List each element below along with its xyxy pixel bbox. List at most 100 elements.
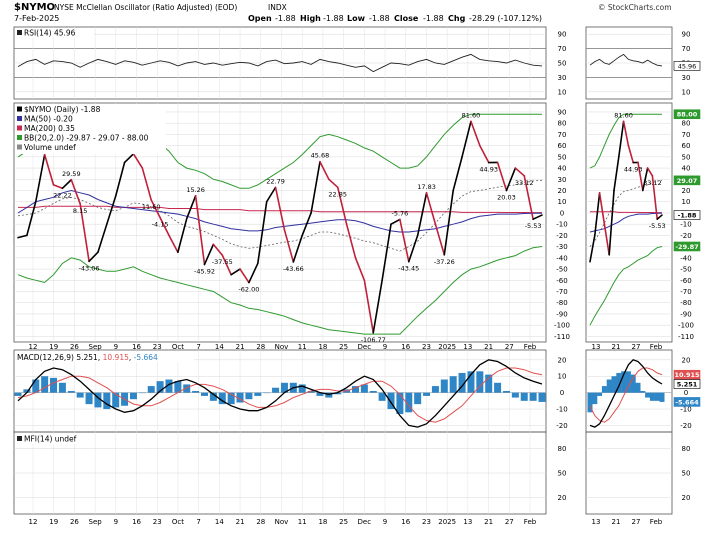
y-tick-label: 80 (682, 445, 691, 453)
y-tick-label: 90 (558, 108, 567, 116)
ma200-line-zoom (590, 212, 662, 213)
x-tick-label: 12 (29, 518, 38, 526)
macd-histogram-bar (521, 393, 528, 401)
y-tick-label: 70 (558, 131, 567, 139)
macd-histogram-bar (272, 388, 279, 393)
macd-histogram-bar (607, 380, 612, 393)
x-tick-label: 26 (70, 343, 79, 351)
x-tick-label: 18 (318, 518, 327, 526)
y-tick-label: 50 (558, 60, 567, 68)
nymo-price-tag: 88.00 (677, 111, 698, 119)
chg-value: -28.29 (-107.12%) (469, 14, 542, 23)
nymo-segment (400, 219, 409, 261)
x-tick-label: Nov (275, 343, 289, 351)
y-tick-label: 20 (558, 187, 567, 195)
legend-swatch (17, 107, 22, 112)
macd-histogram-bar (655, 393, 660, 401)
nymo-segment (657, 215, 662, 219)
y-tick-label: -20 (556, 422, 567, 430)
y-tick-label: 10 (558, 373, 567, 381)
y-tick-label: -30 (556, 243, 567, 251)
high-value: -1.88 (323, 14, 344, 23)
chart-header: $NYMO NYSE McClellan Oscillator (Ratio A… (14, 2, 672, 23)
nymo-segment (480, 146, 489, 163)
legend-swatch (17, 436, 22, 441)
x-tick-label: 25 (339, 518, 348, 526)
low-value: -1.88 (369, 14, 390, 23)
nymo-value-label: -43.06 (79, 264, 100, 272)
nymo-segment (373, 280, 382, 332)
macd-histogram-bar (103, 393, 110, 409)
macd-histogram-bar (77, 393, 84, 398)
bb-lower-line-zoom (590, 247, 662, 326)
y-tick-label: -10 (680, 406, 691, 414)
macd-histogram-bar (503, 391, 510, 393)
nymo-segment (142, 168, 151, 200)
y-tick-label: -110 (678, 333, 694, 341)
macd-histogram-bar (254, 393, 261, 396)
nymo-segment (628, 146, 633, 163)
y-tick-label: 60 (682, 142, 691, 150)
macd-histogram-bar (450, 376, 457, 392)
y-tick-label: 40 (558, 165, 567, 173)
nymo-legend-item: Volume undef (24, 143, 76, 152)
x-tick-label: 28 (256, 518, 265, 526)
nymo-legend-item: BB(20,2.0) -29.87 - 29.07 - 88.00 (24, 134, 149, 143)
nymo-segment (444, 191, 453, 255)
nymo-segment (125, 154, 134, 163)
macd-histogram-bar (650, 393, 655, 401)
x-tick-label: Oct (172, 518, 184, 526)
x-tick-label: Dec (358, 518, 372, 526)
x-tick-label: Dec (358, 343, 372, 351)
y-tick-label: -10 (680, 221, 691, 229)
x-tick-label: 14 (215, 518, 224, 526)
macd-legend: MACD(12,26,9) 5.251, 10.915, -5.664 (16, 352, 194, 362)
y-tick-label: -40 (680, 254, 691, 262)
x-tick-label: 28 (256, 343, 265, 351)
macd-legend-value: 5.251 (76, 353, 98, 362)
nymo-segment (196, 196, 205, 265)
y-tick-label: -60 (680, 277, 691, 285)
x-axis: 121219192626SepSep9916162323OctOct771414… (29, 343, 663, 526)
nymo-price-tag: 29.07 (677, 177, 698, 185)
symbol-name: NYSE McClellan Oscillator (Ratio Adjuste… (54, 3, 237, 12)
x-tick-label: 23 (422, 343, 431, 351)
y-tick-label: 60 (558, 142, 567, 150)
x-tick-label: 2025 (438, 518, 456, 526)
low-label: Low (347, 14, 366, 23)
macd-histogram-bar (512, 393, 519, 398)
y-tick-label: 30 (558, 176, 567, 184)
nymo-value-label: -106.77 (361, 336, 386, 344)
nymo-value-label: 17.83 (417, 183, 436, 191)
nymo-segment (600, 193, 605, 224)
y-tick-label: 50 (682, 470, 691, 478)
bb-upper-line-zoom (590, 114, 662, 168)
symbol: $NYMO (14, 2, 55, 13)
x-tick-label: 27 (505, 518, 514, 526)
x-tick-label: 7 (196, 518, 200, 526)
macd-histogram-bar (592, 393, 597, 404)
open-label: Open (248, 14, 272, 23)
x-tick-label: 12 (29, 343, 38, 351)
x-tick-label: 21 (236, 518, 245, 526)
nymo-segment (45, 155, 54, 185)
x-tick-label: 26 (70, 518, 79, 526)
y-tick-label: 70 (682, 131, 691, 139)
x-tick-label: 9 (383, 518, 387, 526)
x-tick-label: Sep (89, 518, 103, 526)
nymo-segment (311, 162, 320, 213)
nymo-legend-item: MA(200) 0.35 (24, 124, 75, 133)
y-tick-label: -100 (554, 322, 570, 330)
macd-histogram-bar (539, 393, 546, 402)
nymo-value-label: 33.12 (515, 179, 534, 187)
nymo-segment (391, 219, 400, 224)
macd-histogram-bar (612, 376, 617, 392)
y-tick-label: -20 (680, 232, 691, 240)
nymo-segment (284, 230, 293, 262)
y-tick-label: -70 (680, 288, 691, 296)
nymo-segment (595, 193, 600, 235)
y-tick-label: 70 (558, 45, 567, 53)
nymo-segment (614, 157, 619, 191)
y-tick-label: 20 (558, 356, 567, 364)
